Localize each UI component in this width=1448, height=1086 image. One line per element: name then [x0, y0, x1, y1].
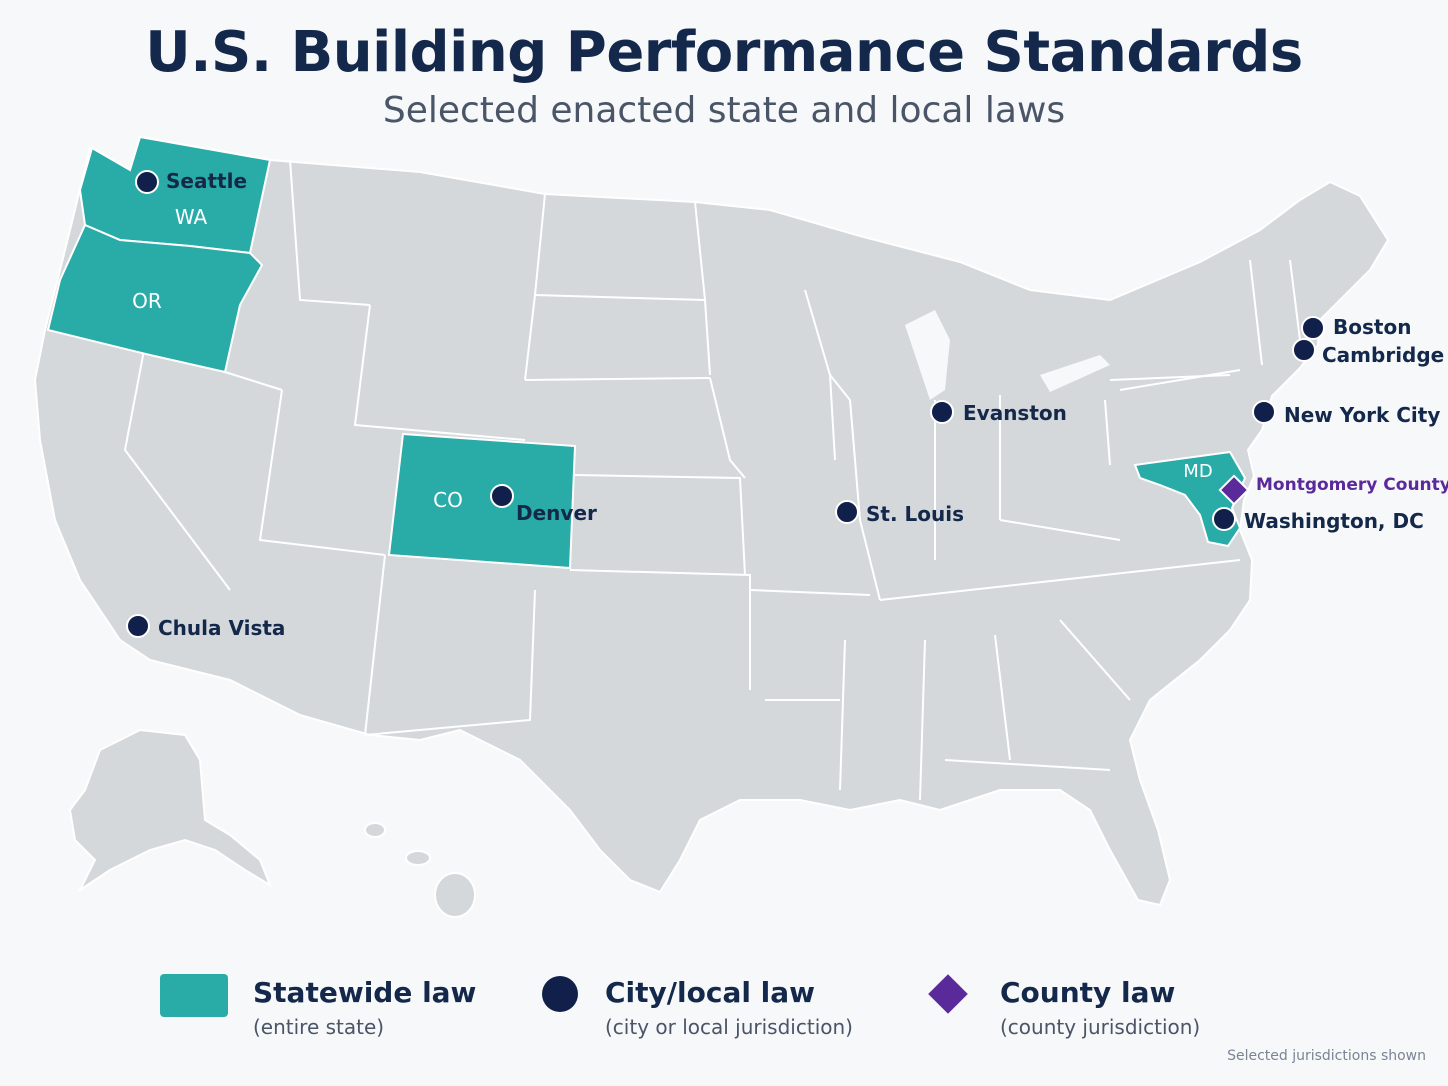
- lake-michigan: [905, 310, 950, 400]
- legend-city-marker: [542, 976, 578, 1012]
- city-marker-evanston[interactable]: [930, 400, 954, 424]
- us-land: [33, 135, 1390, 907]
- hawaii-island-big: [434, 872, 476, 918]
- legend-statewide-swatch: [160, 974, 228, 1017]
- legend-statewide-label: Statewide law: [253, 976, 477, 1009]
- state-label-md: MD: [1183, 461, 1212, 482]
- legend-city-label: City/local law: [605, 976, 816, 1009]
- state-or: [46, 223, 264, 374]
- state-label-wa: WA: [175, 205, 208, 229]
- city-markers: Seattle Denver Chula Vista St. Louis Eva…: [126, 169, 1444, 640]
- legend-county-desc: (county jurisdiction): [1000, 1015, 1201, 1039]
- city-marker-seattle[interactable]: [135, 170, 159, 194]
- city-marker-washington-dc[interactable]: [1212, 507, 1236, 531]
- alaska-land: [68, 728, 273, 893]
- city-marker-boston[interactable]: [1301, 316, 1325, 340]
- county-label-montgomery-county: Montgomery County: [1256, 475, 1448, 495]
- state-label-co: CO: [433, 488, 463, 512]
- legend-county-label: County law: [1000, 976, 1176, 1009]
- city-label-boston: Boston: [1333, 315, 1411, 339]
- hawaii-island-oahu: [364, 822, 386, 838]
- state-label-or: OR: [132, 289, 162, 313]
- city-label-new-york-city: New York City: [1284, 403, 1440, 427]
- county-marker-montgomery-county[interactable]: [1218, 474, 1250, 506]
- lake-erie: [1040, 355, 1110, 392]
- legend-city-desc: (city or local jurisdiction): [605, 1015, 853, 1039]
- statewide-states: [46, 135, 1247, 570]
- state-co: [387, 432, 577, 570]
- city-label-cambridge: Cambridge: [1322, 343, 1444, 367]
- city-marker-denver[interactable]: [490, 484, 514, 508]
- city-label-chula-vista: Chula Vista: [158, 616, 285, 640]
- city-label-evanston: Evanston: [963, 401, 1067, 425]
- city-label-st-louis: St. Louis: [866, 502, 964, 526]
- city-label-washington-dc: Washington, DC: [1244, 509, 1424, 533]
- city-label-seattle: Seattle: [166, 169, 247, 193]
- hawaii-island-maui: [405, 850, 431, 866]
- map-subtitle: Selected enacted state and local laws: [382, 90, 1066, 131]
- map-title: U.S. Building Performance Standards: [145, 20, 1303, 85]
- city-label-denver: Denver: [516, 501, 597, 525]
- city-marker-chula-vista[interactable]: [126, 614, 150, 638]
- city-marker-cambridge[interactable]: [1292, 338, 1316, 362]
- city-marker-new-york-city[interactable]: [1252, 400, 1276, 424]
- legend-statewide-desc: (entire state): [253, 1015, 385, 1039]
- city-marker-st-louis[interactable]: [835, 500, 859, 524]
- footnote: Selected jurisdictions shown: [1227, 1048, 1426, 1064]
